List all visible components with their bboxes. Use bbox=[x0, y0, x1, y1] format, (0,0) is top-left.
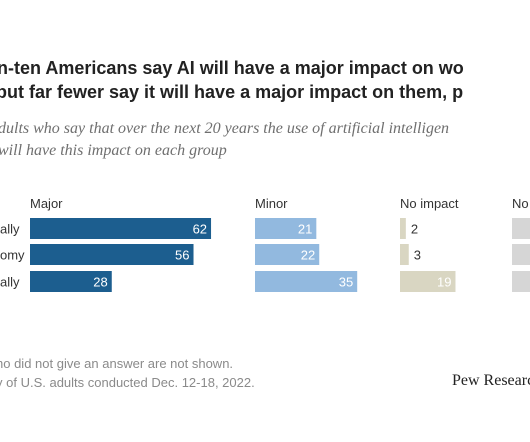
legend-label-0: Major bbox=[30, 196, 63, 211]
chart-title-line-2: , but far fewer say it will have a major… bbox=[0, 82, 464, 102]
legend-label-3: No bbox=[512, 196, 529, 211]
data-label-2-2: 19 bbox=[437, 275, 451, 290]
bar-placeholder-3-2 bbox=[512, 271, 530, 292]
bar-2-2 bbox=[400, 271, 456, 292]
chart-subtitle-line-2: will have this impact on each group bbox=[0, 142, 227, 159]
category-label-1: omy bbox=[0, 248, 25, 263]
category-label-2: ally bbox=[0, 275, 20, 290]
bar-1-2 bbox=[255, 271, 358, 292]
chart-title-line-1: -in-ten Americans say AI will have a maj… bbox=[0, 58, 464, 78]
chart-subtitle: dults who say that over the next 20 year… bbox=[0, 118, 530, 162]
chart-title: -in-ten Americans say AI will have a maj… bbox=[0, 56, 530, 104]
note-line-1: ho did not give an answer are not shown. bbox=[0, 356, 234, 371]
bar-1-0 bbox=[255, 218, 317, 239]
chart-subtitle-line-1: dults who say that over the next 20 year… bbox=[0, 120, 450, 137]
data-label-2-1: 3 bbox=[414, 248, 421, 263]
chart-notes: ho did not give an answer are not shown.… bbox=[0, 354, 416, 392]
data-label-1-0: 21 bbox=[298, 222, 312, 237]
bar-placeholder-3-0 bbox=[512, 218, 530, 239]
data-label-0-1: 56 bbox=[175, 248, 189, 263]
source-logo: Pew Research bbox=[452, 372, 530, 389]
bar-2-1 bbox=[400, 244, 409, 265]
bar-placeholder-3-1 bbox=[512, 244, 530, 265]
legend-label-2: No impact bbox=[400, 196, 459, 211]
data-label-2-0: 2 bbox=[411, 222, 418, 237]
data-label-0-0: 62 bbox=[193, 222, 207, 237]
data-label-1-1: 22 bbox=[301, 248, 315, 263]
data-label-0-2: 28 bbox=[93, 275, 107, 290]
bar-1-1 bbox=[255, 244, 320, 265]
bar-0-1 bbox=[30, 244, 194, 265]
bar-0-0 bbox=[30, 218, 212, 239]
category-label-0: ally bbox=[0, 222, 20, 237]
bar-0-2 bbox=[30, 271, 112, 292]
legend-label-1: Minor bbox=[255, 196, 288, 211]
bar-chart: Major 62 56 28 Minor 21 22 35 No impact 2 3 19 No all… bbox=[0, 196, 530, 292]
bar-2-0 bbox=[400, 218, 406, 239]
data-label-1-2: 35 bbox=[339, 275, 353, 290]
note-line-2: y of U.S. adults conducted Dec. 12-18, 2… bbox=[0, 375, 255, 390]
